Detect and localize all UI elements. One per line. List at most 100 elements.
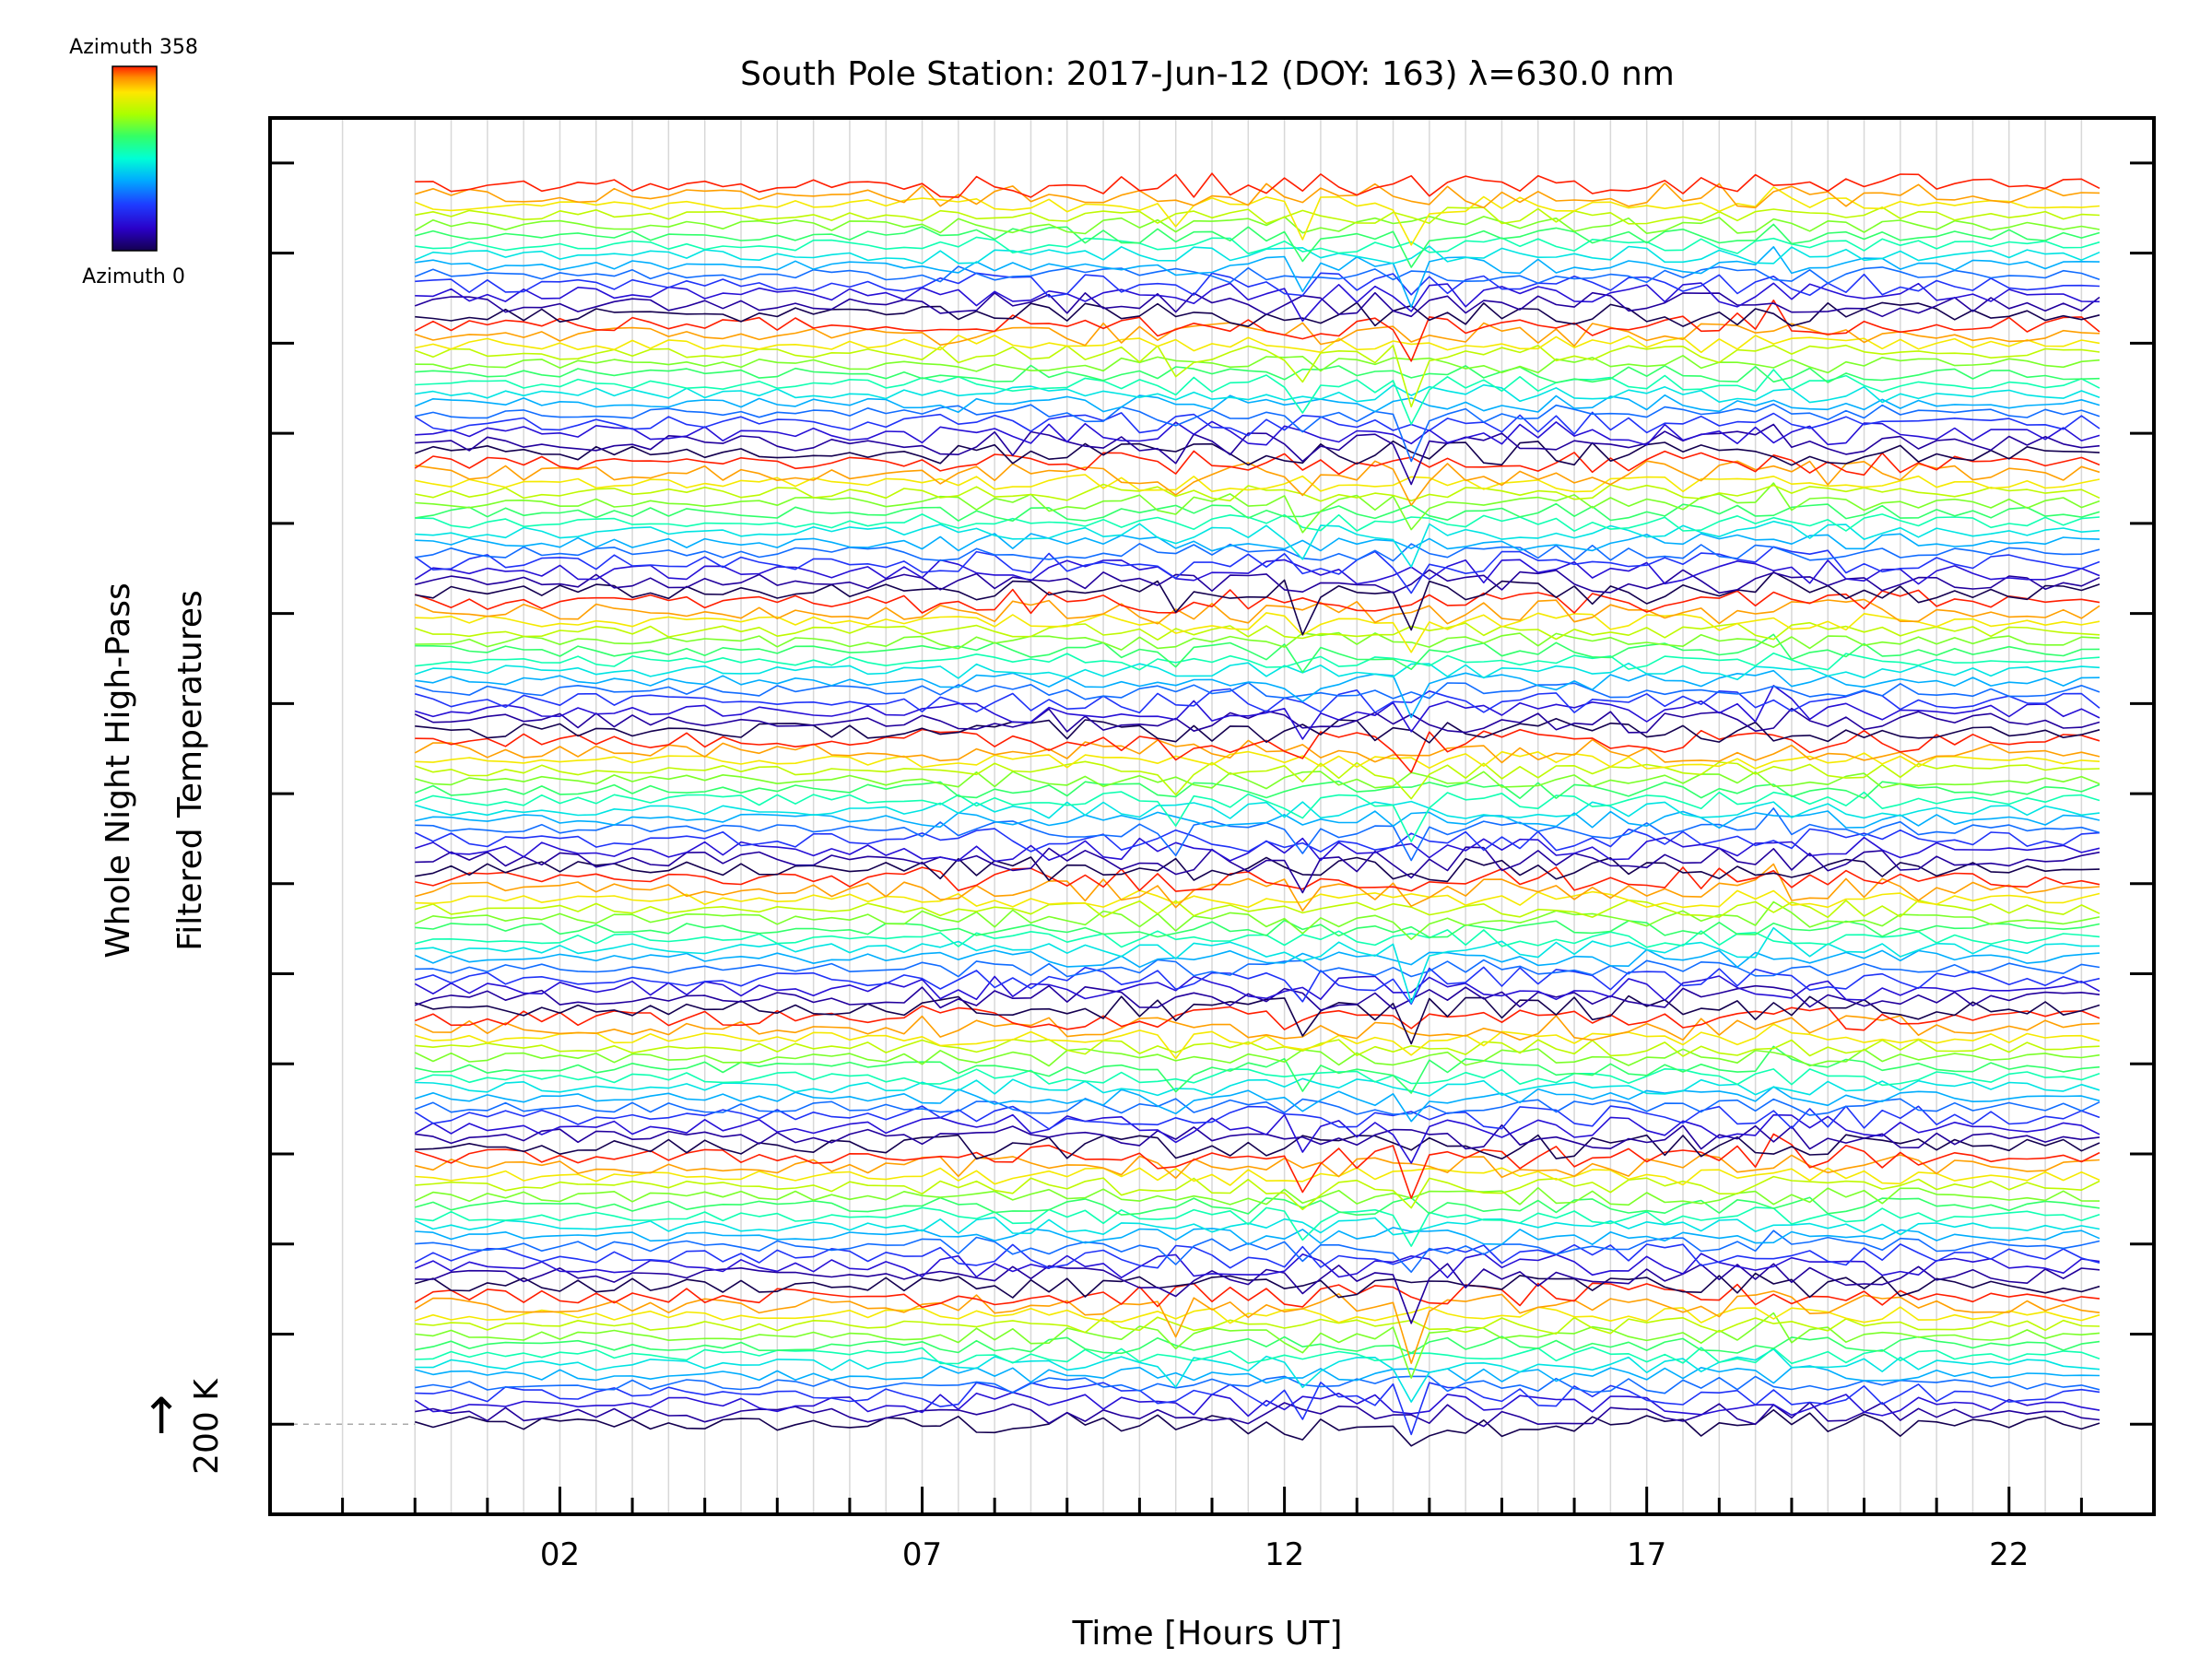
series-line [414,182,2100,209]
series-line [414,1391,2100,1418]
series-line [414,966,2100,1006]
series-line [414,186,2100,246]
series-line [414,1098,2100,1116]
series-line [414,800,2100,819]
series-line [415,1167,2100,1186]
series-line [415,728,2100,773]
series-line [415,513,2100,533]
chart-title: South Pole Station: 2017-Jun-12 (DOY: 16… [740,55,1675,93]
series-line [415,403,2100,463]
series-line [415,919,2100,938]
series-line [415,272,2100,298]
series-line [415,929,2100,948]
series-line [414,1005,2100,1031]
series-line [415,460,2100,507]
series-line [415,482,2100,534]
series-line [414,738,2100,764]
series-line [414,394,2100,414]
series-line [415,1227,2100,1245]
series-line [415,633,2100,674]
series-line [415,206,2100,225]
series-line [415,1175,2100,1211]
series-line [415,420,2100,446]
series-line [415,631,2100,651]
series-line [414,291,2100,318]
series-line [415,334,2100,354]
series-line [414,1023,2100,1060]
series-line [415,669,2100,719]
colorbar: Azimuth 358 Azimuth 0 [69,36,198,288]
series-line [415,1045,2100,1094]
series-line [415,282,2100,323]
series-line [414,265,2100,285]
series-line [415,474,2100,493]
series-line [415,1401,2100,1428]
series-line [414,1272,2100,1299]
series-line [414,411,2100,437]
colorbar-top-label: Azimuth 358 [69,36,198,59]
series-line [414,1290,2100,1364]
scale-arrow: ↑ [140,1387,182,1445]
series-line [415,1134,2100,1160]
series-line [415,926,2100,1004]
series-line [414,1306,2100,1324]
series-line [414,948,2100,969]
series-line [415,1154,2100,1179]
x-tick-label: 17 [1627,1536,1666,1573]
series-line [414,662,2100,681]
series-line [414,1253,2100,1278]
series-line [414,975,2100,1002]
series-line [414,1365,2100,1384]
series-line [414,245,2100,265]
series-line [415,245,2100,309]
series-line [414,828,2100,853]
series-line [414,546,2100,594]
series-line [414,1186,2100,1206]
series-line [415,1346,2100,1365]
series-line [415,810,2100,830]
y-axis-title-line1: Whole Night High-Pass [100,582,137,959]
series-line [415,1124,2100,1150]
x-tick-label: 22 [1989,1536,2029,1573]
series-line [415,807,2100,862]
series-line [415,1316,2100,1335]
series-line [415,1230,2100,1273]
series-line [415,1206,2100,1247]
colorbar-bottom-label: Azimuth 0 [82,265,185,288]
series-line [414,1068,2100,1087]
series-lines [414,172,2100,1447]
series-line [415,571,2100,636]
series-line [415,1335,2100,1355]
series-line [415,354,2100,374]
series-line [415,1077,2100,1097]
x-axis-title: Time [Hours UT] [1072,1615,1343,1653]
series-line [415,543,2100,562]
series-line [414,984,2100,1011]
x-tick-label: 07 [902,1536,942,1573]
scale-label: 200 K [188,1378,226,1475]
series-line [415,301,2100,328]
series-line [414,1105,2100,1130]
series-line [415,856,2100,883]
series-line [415,172,2100,198]
series-line [414,299,2100,362]
series-line [415,959,2100,978]
colorbar-gradient [112,65,158,252]
series-line [414,1217,2100,1236]
series-line [415,1263,2100,1324]
series-line [415,1375,2100,1394]
series-line [415,866,2100,892]
series-line [415,612,2100,653]
series-line [415,889,2100,909]
series-line [415,1348,2100,1403]
series-line [414,760,2100,800]
temperature-scale-indicator: ↑ 200 K [140,1378,226,1475]
series-line [414,344,2100,408]
series-line [415,1312,2100,1379]
series-line [415,717,2100,744]
x-tick-label: 12 [1265,1536,1304,1573]
series-line [414,1408,2100,1447]
series-line [414,1243,2100,1269]
series-line [415,383,2100,404]
series-line [414,681,2100,700]
